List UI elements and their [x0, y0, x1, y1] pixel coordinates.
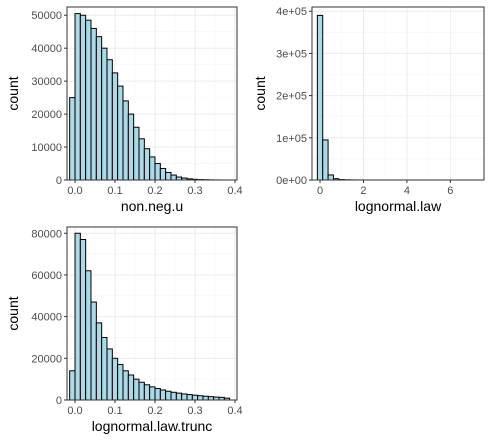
x-tick-label: 0.1 — [107, 185, 122, 197]
y-axis-title: count — [5, 296, 21, 330]
histogram-bar — [69, 370, 76, 401]
y-tick-label: 50000 — [31, 10, 62, 22]
x-axis-title: non.neg.u — [121, 198, 183, 214]
histogram-bar — [85, 270, 92, 401]
x-tick-label: 4 — [404, 185, 410, 197]
histogram-bar — [159, 389, 167, 401]
x-tick-label: 0.0 — [67, 405, 82, 417]
histogram-bar — [154, 388, 161, 401]
histogram-bar — [133, 126, 140, 181]
histogram-bar — [181, 393, 188, 401]
histogram-bar — [143, 148, 151, 181]
panel-border — [311, 6, 485, 181]
x-tick-label: 0.1 — [107, 405, 122, 417]
histogram-bar — [149, 386, 156, 401]
histogram-bar — [322, 139, 329, 181]
histogram-bar — [165, 171, 172, 181]
histogram-bar — [79, 14, 87, 181]
histogram-bar — [90, 301, 97, 401]
y-tick-label: 20000 — [31, 109, 62, 121]
histogram-bar — [95, 36, 103, 181]
histogram-bar — [175, 392, 183, 401]
histogram-bar — [127, 113, 135, 181]
y-tick-label: 80000 — [31, 228, 62, 240]
histogram-bar — [111, 72, 119, 181]
y-tick-label: 0 — [56, 395, 62, 407]
histogram-bar — [186, 394, 193, 401]
x-tick-label: 2 — [360, 185, 366, 197]
histogram-bar — [106, 348, 113, 401]
x-tick-label: 0 — [317, 185, 323, 197]
histogram-bar — [149, 156, 156, 181]
y-tick-label: 60000 — [31, 270, 62, 282]
y-tick-label: 0e+00 — [276, 175, 307, 187]
y-tick-label: 10000 — [31, 142, 62, 154]
histogram-lognormal-law: 0 2 4 6 0e+00 1e+05 2e+05 3e+05 4e+05 lognormal.l… — [252, 6, 485, 214]
panel-border — [66, 226, 238, 401]
x-tick-label: 0.4 — [227, 405, 242, 417]
y-tick-label: 40000 — [31, 312, 62, 324]
histogram-bar — [101, 47, 108, 181]
histogram-bar — [117, 85, 124, 181]
y-axis-title: count — [252, 76, 268, 110]
histogram-bar — [74, 13, 81, 181]
x-tick-label: 6 — [447, 185, 453, 197]
panel-border — [66, 6, 238, 181]
histogram-bar — [122, 100, 129, 181]
histogram-bar — [79, 239, 87, 401]
y-axis-title: count — [5, 76, 21, 110]
x-tick-label: 0.4 — [227, 185, 242, 197]
x-tick-label: 0.2 — [147, 185, 162, 197]
y-tick-label: 3e+05 — [276, 48, 307, 60]
histogram-bar — [111, 357, 119, 401]
y-tick-label: 40000 — [31, 43, 62, 55]
x-tick-label: 0.3 — [187, 405, 202, 417]
histogram-bar — [74, 232, 81, 401]
histogram-bar — [159, 167, 167, 181]
y-tick-label: 20000 — [31, 353, 62, 365]
histogram-bar — [154, 163, 161, 181]
x-tick-label: 0.0 — [67, 185, 82, 197]
histogram-bar — [95, 322, 103, 401]
histogram-bar — [143, 384, 151, 401]
histogram-bar — [327, 174, 334, 181]
histogram-bar — [69, 97, 76, 181]
histogram-bar — [138, 381, 145, 401]
histogram-bar — [165, 390, 172, 401]
histogram-bar — [127, 374, 135, 401]
histogram-bar — [170, 391, 177, 401]
y-tick-label: 30000 — [31, 76, 62, 88]
y-tick-label: 0 — [56, 175, 62, 187]
histogram-bar — [101, 336, 108, 401]
panel-background — [312, 7, 484, 180]
histogram-bar — [117, 364, 124, 401]
histogram-bar — [170, 174, 177, 181]
histogram-bar — [207, 396, 215, 401]
histogram-bar — [133, 378, 140, 401]
x-axis-title: lognormal.law.trunc — [92, 418, 213, 434]
histogram-bar — [316, 14, 324, 181]
histogram-bar — [85, 19, 92, 181]
x-tick-label: 0.3 — [187, 185, 202, 197]
histogram-bar — [138, 138, 145, 181]
histogram-non-neg-u: 0.0 0.1 0.2 0.3 0.4 0 10000 20000 30000 40000 5000… — [5, 6, 243, 214]
histogram-lognormal-law-trunc: 0.0 0.1 0.2 0.3 0.4 0 20000 40000 60000 80000 logn… — [5, 226, 243, 434]
histogram-bar — [122, 370, 129, 401]
histogram-bar — [106, 59, 113, 181]
x-tick-label: 0.2 — [147, 405, 162, 417]
histogram-bar — [202, 395, 209, 401]
y-tick-label: 2e+05 — [276, 91, 307, 103]
histogram-bar — [191, 394, 199, 401]
histogram-bar — [90, 27, 97, 181]
y-tick-label: 4e+05 — [276, 6, 307, 18]
histogram-bar — [197, 395, 204, 401]
x-axis-title: lognormal.law — [355, 198, 442, 214]
y-tick-label: 1e+05 — [276, 133, 307, 145]
